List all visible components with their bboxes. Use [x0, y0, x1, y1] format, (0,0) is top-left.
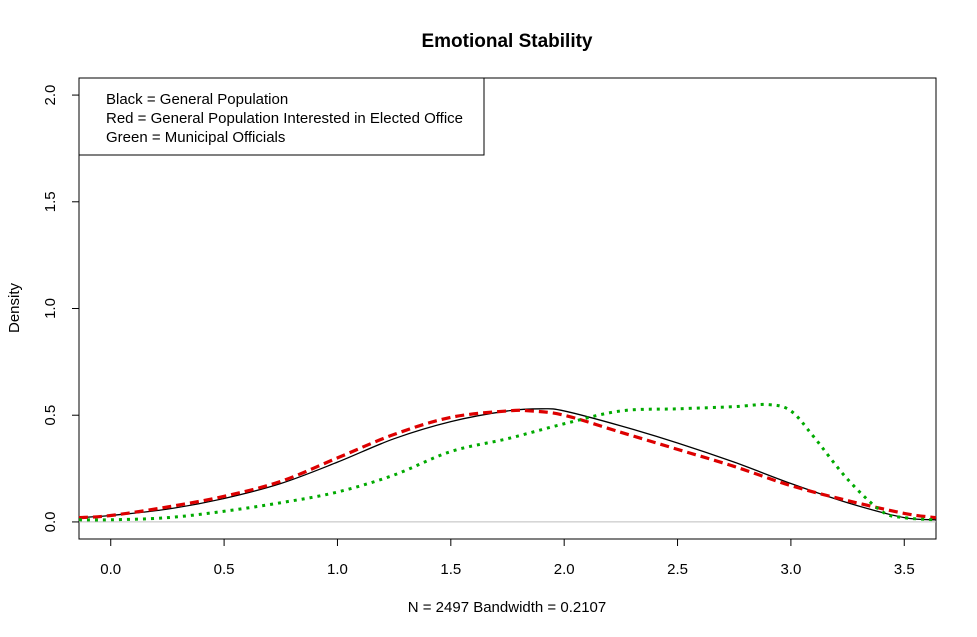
x-tick-label: 3.5: [894, 561, 915, 578]
x-tick-label: 0.5: [214, 561, 235, 578]
y-axis: 0.0 0.5 1.0 1.5 2.0: [42, 85, 79, 532]
x-axis: 0.0 0.5 1.0 1.5 2.0 2.5 3.0 3.5: [100, 539, 915, 578]
series-line-dashed: [78, 408, 937, 520]
x-tick-label: 1.5: [440, 561, 461, 578]
y-tick-label: 1.5: [42, 191, 59, 212]
legend-box: [78, 77, 485, 156]
legend-entry-black: Black = General Population: [106, 91, 288, 108]
y-tick-label: 0.0: [42, 511, 59, 532]
x-axis-label: N = 2497 Bandwidth = 0.2107: [408, 599, 607, 616]
legend-entry-red: Red = General Population Interested in E…: [106, 110, 463, 127]
x-tick-label: 2.5: [667, 561, 688, 578]
x-tick-label: 2.0: [554, 561, 575, 578]
legend: Black = General Population Red = General…: [78, 77, 485, 156]
series-line-solid: [78, 408, 937, 521]
series-layer: [78, 402, 937, 522]
legend-entry-green: Green = Municipal Officials: [106, 129, 285, 146]
x-tick-label: 0.0: [100, 561, 121, 578]
y-axis-label: Density: [6, 282, 23, 333]
x-tick-label: 3.0: [780, 561, 801, 578]
chart-title: Emotional Stability: [421, 31, 592, 52]
x-tick-label: 1.0: [327, 561, 348, 578]
y-tick-label: 1.0: [42, 298, 59, 319]
y-tick-label: 2.0: [42, 85, 59, 106]
y-tick-label: 0.5: [42, 405, 59, 426]
